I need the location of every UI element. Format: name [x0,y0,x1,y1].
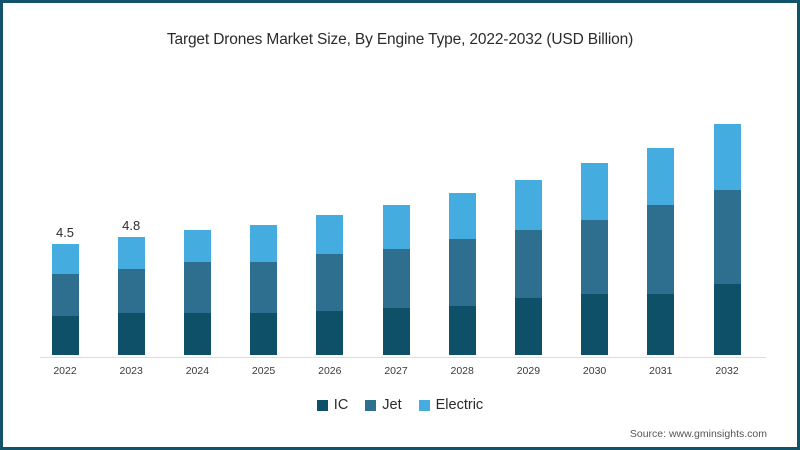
bar-segment-jet[interactable] [581,219,609,294]
legend-swatch-icon [418,399,430,411]
bar-segment-electric[interactable] [448,192,476,240]
bar-segment-jet[interactable] [647,204,675,294]
bar-segment-jet[interactable] [250,261,278,314]
x-tick-2029: 2029 [516,365,541,377]
bar-segment-electric[interactable] [647,148,675,205]
bar-group[interactable] [250,224,278,355]
bar-segment-electric[interactable] [382,204,410,250]
bar-segment-electric[interactable] [514,180,542,230]
bar-segment-ic[interactable] [647,293,675,355]
legend-item-jet[interactable]: Jet [365,397,402,413]
legend-item-ic[interactable]: IC [316,397,349,413]
bar-segment-jet[interactable] [316,254,344,311]
bar-group[interactable] [581,163,609,355]
bar-segment-electric[interactable] [316,214,344,255]
bar-segment-electric[interactable] [713,123,741,191]
bar-value-label: 4.8 [122,217,141,233]
x-axis-tick-labels: 2022 2023 2024 2025 2026 2027 2028 2029 2030 2031… [40,365,768,383]
bar-segment-electric[interactable] [117,236,145,269]
x-tick-2022: 2022 [53,365,77,377]
bar-group[interactable]: 4.8 [117,218,145,355]
chart-title: Target Drones Market Size, By Engine Typ… [166,31,634,48]
bar-segment-ic[interactable] [51,315,79,355]
bar-value-label: 4.5 [55,225,75,241]
bar-group[interactable] [316,214,344,355]
bar-segment-ic[interactable] [183,313,211,355]
bar-segment-electric[interactable] [250,224,278,262]
chart-legend: IC Jet Electric [3,397,797,413]
legend-swatch-icon [316,399,328,411]
bar-group[interactable] [382,204,410,355]
x-tick-2023: 2023 [119,365,143,377]
legend-item-electric[interactable]: Electric [418,397,484,413]
bar-segment-electric[interactable] [183,229,211,262]
bar-group[interactable]: 4.5 [51,225,79,355]
bar-segment-jet[interactable] [514,229,542,299]
x-tick-2027: 2027 [384,365,408,377]
x-tick-2025: 2025 [251,365,276,377]
bar-segment-electric[interactable] [51,244,79,274]
bar-group[interactable] [514,180,542,355]
bar-segment-ic[interactable] [713,283,741,355]
bar-group[interactable] [647,148,675,355]
x-tick-2031: 2031 [649,365,673,377]
legend-label: Jet [382,397,402,413]
x-tick-2030: 2030 [582,365,607,377]
bar-segment-ic[interactable] [581,293,609,355]
bar-segment-jet[interactable] [183,261,211,314]
bar-segment-electric[interactable] [581,163,609,220]
bar-group[interactable] [183,229,211,355]
plot-area: 4.5 4.8 [40,63,768,355]
bar-segment-ic[interactable] [514,298,542,355]
legend-label: Electric [435,397,484,413]
bar-segment-ic[interactable] [250,313,278,355]
legend-label: IC [333,397,349,413]
bar-group[interactable] [448,192,476,355]
bar-segment-ic[interactable] [382,308,410,355]
bar-segment-ic[interactable] [117,313,145,355]
x-tick-2026: 2026 [318,365,342,377]
x-tick-2024: 2024 [185,365,210,377]
legend-swatch-icon [365,399,377,411]
x-tick-2032: 2032 [715,365,739,377]
bar-segment-ic[interactable] [448,305,476,355]
chart-canvas: Target Drones Market Size, By Engine Typ… [3,3,797,447]
bar-segment-jet[interactable] [448,239,476,306]
x-tick-2028: 2028 [450,365,474,377]
bar-segment-jet[interactable] [117,268,145,314]
x-axis-baseline [40,357,766,358]
source-attribution: Source: www.gminsights.com [629,428,767,440]
bar-segment-jet[interactable] [51,273,79,316]
bar-group[interactable] [713,123,741,355]
bar-segment-jet[interactable] [382,249,410,309]
bar-segment-jet[interactable] [713,190,741,284]
bar-segment-ic[interactable] [316,310,344,355]
